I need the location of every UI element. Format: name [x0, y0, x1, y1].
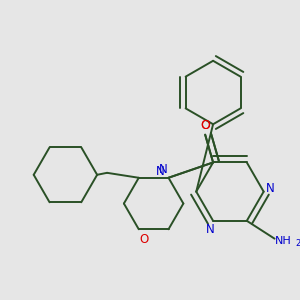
Text: O: O [200, 119, 210, 132]
Text: O: O [139, 233, 148, 246]
Text: NH: NH [275, 236, 292, 246]
Text: O: O [200, 119, 210, 132]
Text: N: N [266, 182, 275, 195]
Text: N: N [156, 165, 165, 178]
Text: N: N [159, 163, 168, 176]
Text: N: N [206, 223, 214, 236]
Text: 2: 2 [296, 239, 300, 248]
